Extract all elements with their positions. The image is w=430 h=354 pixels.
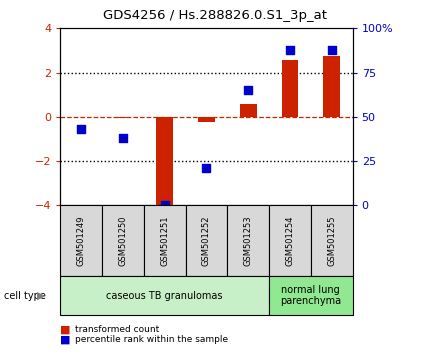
Text: ▶: ▶ xyxy=(37,291,45,301)
Bar xyxy=(282,61,298,117)
Bar xyxy=(240,104,257,117)
Bar xyxy=(198,117,215,122)
Text: normal lung
parenchyma: normal lung parenchyma xyxy=(280,285,341,307)
Bar xyxy=(102,205,144,276)
Bar xyxy=(185,205,227,276)
Point xyxy=(161,202,168,208)
Point xyxy=(203,165,210,171)
Text: caseous TB granulomas: caseous TB granulomas xyxy=(106,291,223,301)
Text: GDS4256 / Hs.288826.0.S1_3p_at: GDS4256 / Hs.288826.0.S1_3p_at xyxy=(103,9,327,22)
Text: GSM501254: GSM501254 xyxy=(286,216,295,266)
Text: GSM501250: GSM501250 xyxy=(118,216,127,266)
Text: GSM501249: GSM501249 xyxy=(77,216,86,266)
Point xyxy=(245,87,252,93)
Bar xyxy=(269,205,311,276)
Bar xyxy=(114,117,131,118)
Point xyxy=(78,126,85,132)
Text: GSM501252: GSM501252 xyxy=(202,216,211,266)
Text: transformed count: transformed count xyxy=(75,325,160,334)
Bar xyxy=(323,56,340,117)
Point xyxy=(286,47,293,52)
Bar xyxy=(144,205,185,276)
Point xyxy=(328,47,335,52)
Bar xyxy=(269,276,353,315)
Bar xyxy=(60,276,269,315)
Point xyxy=(120,135,126,141)
Text: GSM501253: GSM501253 xyxy=(244,215,253,266)
Bar xyxy=(311,205,353,276)
Text: percentile rank within the sample: percentile rank within the sample xyxy=(75,335,228,344)
Text: ■: ■ xyxy=(60,335,71,345)
Text: GSM501255: GSM501255 xyxy=(327,216,336,266)
Bar xyxy=(227,205,269,276)
Bar xyxy=(60,205,102,276)
Bar xyxy=(156,117,173,207)
Text: ■: ■ xyxy=(60,324,71,334)
Text: cell type: cell type xyxy=(4,291,46,301)
Text: GSM501251: GSM501251 xyxy=(160,216,169,266)
